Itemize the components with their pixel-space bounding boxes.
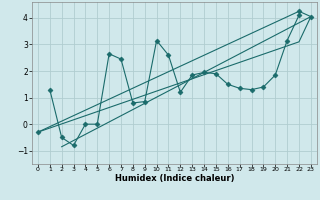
X-axis label: Humidex (Indice chaleur): Humidex (Indice chaleur) [115,174,234,183]
